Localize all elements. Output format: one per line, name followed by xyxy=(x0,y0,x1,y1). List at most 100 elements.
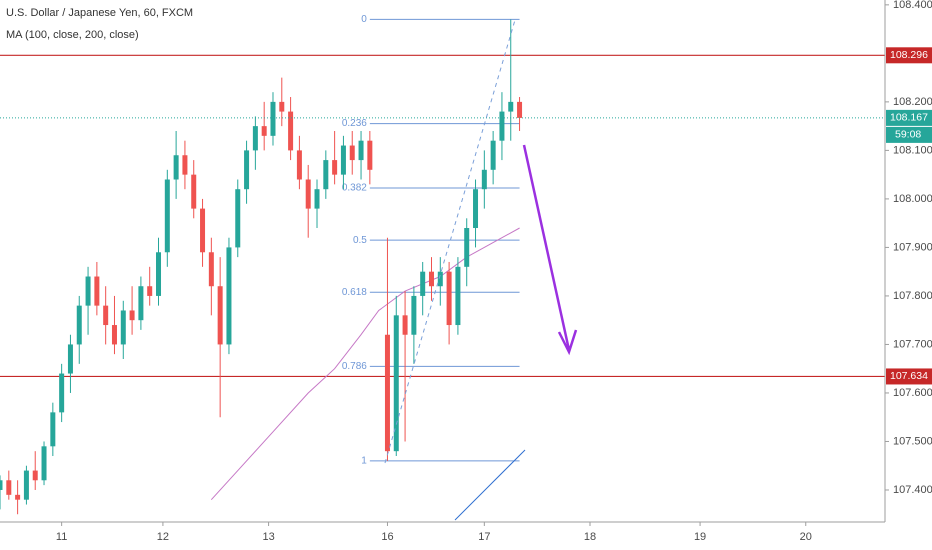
fib-level-label: 0.5 xyxy=(353,235,367,246)
candle-body xyxy=(261,126,267,136)
candle-body xyxy=(94,276,100,306)
trend-line xyxy=(454,449,526,521)
y-tick-label: 108.100 xyxy=(893,144,932,156)
candle-body xyxy=(481,169,487,190)
candle-body xyxy=(252,126,258,151)
candle-body xyxy=(120,310,126,345)
candle-body xyxy=(384,334,390,452)
candle-body xyxy=(226,247,232,345)
candle-body xyxy=(50,412,56,447)
axes: 108.400 108.200 108.100 108.000 107.900 107.8… xyxy=(56,0,932,543)
candle-body xyxy=(349,145,355,161)
x-tick-label: 11 xyxy=(56,531,67,543)
candle-body xyxy=(402,315,408,335)
candle-body xyxy=(191,174,197,209)
candle-body xyxy=(32,470,38,481)
y-tick-label: 107.600 xyxy=(893,387,932,399)
countdown-label: 59:08 xyxy=(895,129,921,141)
countdown-box xyxy=(886,126,932,143)
arrow xyxy=(522,144,578,356)
candle-body xyxy=(59,373,65,413)
chart-title: U.S. Dollar / Japanese Yen, 60, FXCM xyxy=(6,7,193,19)
candle-body xyxy=(85,276,91,306)
arrow-head xyxy=(557,329,578,356)
x-tick-label: 19 xyxy=(694,531,706,543)
candle-body xyxy=(411,295,417,335)
candle-body xyxy=(323,160,329,190)
indicator-label: MA (100, close, 200, close) xyxy=(6,29,139,41)
candle-body xyxy=(182,155,188,175)
y-tick-label: 108.400 xyxy=(893,0,932,11)
level-label-box xyxy=(886,47,932,64)
candle-body xyxy=(156,252,162,296)
candle-body xyxy=(428,271,434,287)
candle-body xyxy=(490,140,496,170)
candle-body xyxy=(173,155,179,180)
y-tick-label: 107.900 xyxy=(893,241,932,253)
candle-body xyxy=(508,101,514,112)
candle-body xyxy=(367,140,373,170)
candle-body xyxy=(305,179,311,209)
fib-level-label: 0.382 xyxy=(342,183,367,194)
candle-body xyxy=(147,286,153,296)
x-tick-label: 12 xyxy=(157,531,169,543)
x-tick-label: 18 xyxy=(584,531,596,543)
x-tick-label: 13 xyxy=(262,531,274,543)
moving-average xyxy=(210,227,520,501)
y-tick-label: 107.500 xyxy=(893,435,932,447)
level-label-box xyxy=(886,368,932,385)
candle-body xyxy=(270,101,276,136)
candle-body xyxy=(455,266,461,326)
candle-body xyxy=(314,189,320,209)
candle-body xyxy=(446,271,452,326)
candle-body xyxy=(164,179,170,253)
candle-body xyxy=(296,150,302,180)
arrow-shaft xyxy=(522,144,571,351)
candle-body xyxy=(111,325,117,345)
candle-body xyxy=(499,111,505,141)
y-tick-label: 107.800 xyxy=(893,290,932,302)
candle-body xyxy=(23,470,29,500)
fib-trend-line xyxy=(384,19,516,464)
last-price-box xyxy=(886,109,932,126)
level-label: 107.634 xyxy=(890,370,928,382)
candle-body xyxy=(15,494,21,500)
candle-body xyxy=(244,150,250,190)
candle-body xyxy=(279,101,285,112)
candle-body xyxy=(103,305,109,326)
candle-body xyxy=(420,271,426,296)
candle-body xyxy=(235,189,241,248)
y-tick-label: 107.400 xyxy=(893,484,932,496)
fib-level-label: 0 xyxy=(361,14,367,25)
fib-level-label: 0.618 xyxy=(342,287,367,298)
candle-body xyxy=(393,315,399,452)
candle-body xyxy=(76,305,82,345)
candle-body xyxy=(517,101,523,118)
candle-body xyxy=(437,271,443,287)
plot: 0 0.236 0.382 0.5 0.618 0.786 1 xyxy=(0,14,885,515)
y-tick-label: 107.700 xyxy=(893,338,932,350)
x-tick-label: 16 xyxy=(381,531,393,543)
candle-body xyxy=(473,189,479,229)
x-tick-label: 17 xyxy=(478,531,490,543)
candle-body xyxy=(200,208,206,253)
fib-level-label: 0.786 xyxy=(342,361,367,372)
x-tick-label: 20 xyxy=(800,531,812,543)
fib-level-label: 0.236 xyxy=(342,118,367,129)
fib-level-label: 1 xyxy=(361,456,367,467)
y-tick-label: 108.000 xyxy=(893,193,932,205)
candle-body xyxy=(340,145,346,175)
candle-body xyxy=(464,228,470,267)
candle-body xyxy=(41,446,47,481)
candle-body xyxy=(129,310,135,321)
candle-body xyxy=(138,286,144,321)
y-tick-label: 108.200 xyxy=(893,96,932,108)
candle-body xyxy=(217,286,223,345)
candle-body xyxy=(67,344,73,374)
candle-body xyxy=(358,140,364,161)
candle-body xyxy=(208,252,214,287)
last-price-label: 108.167 xyxy=(890,112,928,124)
